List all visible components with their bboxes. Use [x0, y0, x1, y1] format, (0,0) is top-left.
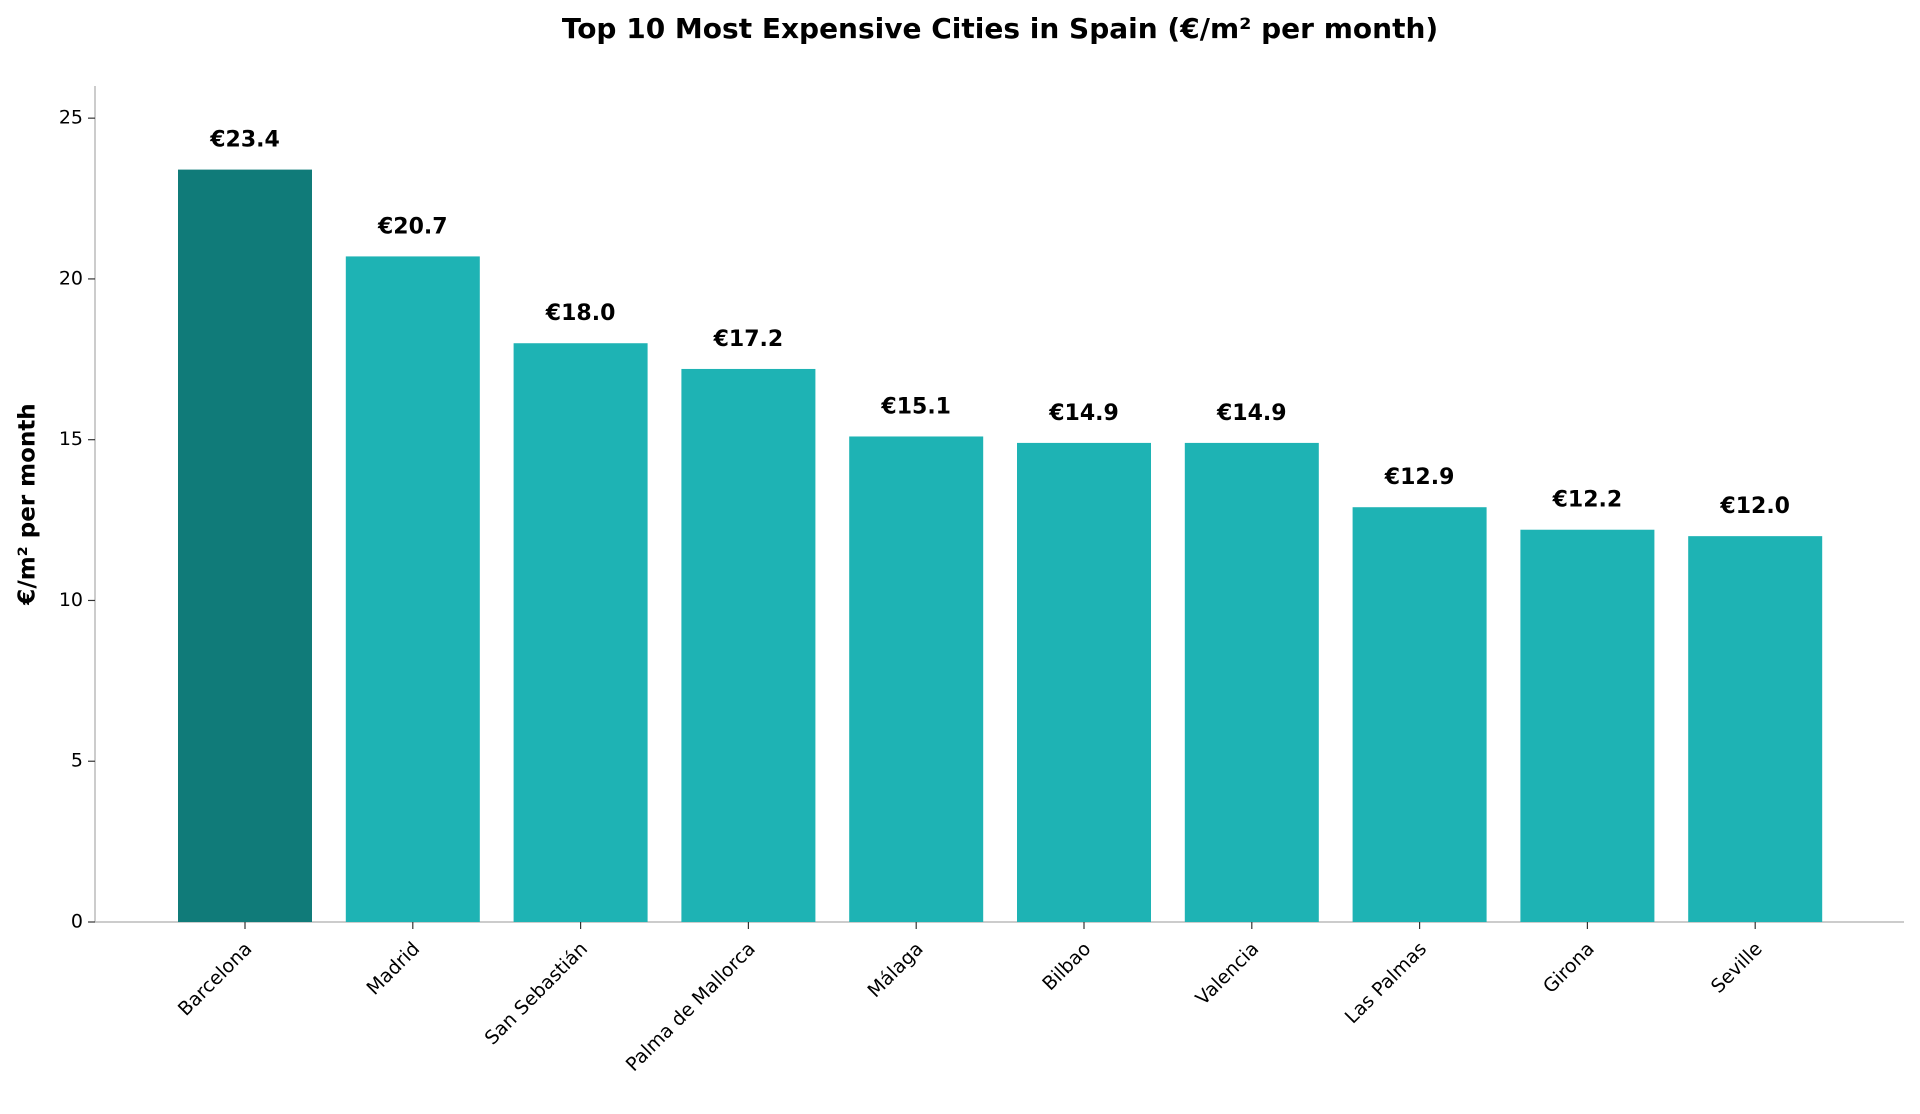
y-tick-label: 20: [59, 267, 83, 289]
value-label: €23.4: [209, 128, 280, 153]
value-label: €14.9: [1048, 401, 1119, 426]
chart-title: Top 10 Most Expensive Cities in Spain (€…: [562, 12, 1438, 45]
value-label: €12.9: [1384, 465, 1455, 490]
value-label: €20.7: [377, 214, 448, 239]
value-label: €17.2: [713, 327, 784, 352]
x-tick-label: Las Palmas: [1341, 938, 1431, 1028]
bar: [345, 256, 480, 922]
bar: [513, 343, 648, 922]
bar: [178, 169, 312, 923]
x-tick-label: Málaga: [864, 938, 928, 1002]
x-tick-label: Valencia: [1191, 938, 1263, 1010]
y-tick-label: 0: [71, 911, 83, 933]
bar: [1688, 536, 1823, 922]
bar: [1520, 529, 1655, 922]
y-tick-label: 25: [59, 107, 83, 129]
x-tick-label: Seville: [1707, 938, 1767, 998]
value-label: €18.0: [545, 301, 616, 326]
bar: [1184, 442, 1319, 922]
y-axis-label: €/m² per month: [15, 403, 41, 605]
value-label: €15.1: [880, 394, 951, 419]
y-tick-label: 10: [59, 589, 83, 611]
y-tick-label: 5: [71, 750, 83, 772]
x-tick-label: Girona: [1539, 938, 1599, 998]
x-tick-label: Barcelona: [174, 938, 257, 1021]
x-tick-label: Madrid: [363, 938, 425, 1000]
bar: [1017, 442, 1151, 922]
x-tick-label: San Sebastián: [481, 938, 592, 1049]
x-tick-label: Palma de Mallorca: [622, 938, 760, 1076]
x-tick-label: Bilbao: [1038, 938, 1095, 995]
bar: [1352, 507, 1487, 922]
value-label: €12.0: [1719, 494, 1790, 519]
value-label: €12.2: [1552, 488, 1623, 513]
bar: [681, 368, 816, 922]
value-label: €14.9: [1216, 401, 1287, 426]
bar: [849, 436, 984, 922]
y-tick-label: 15: [59, 428, 83, 450]
